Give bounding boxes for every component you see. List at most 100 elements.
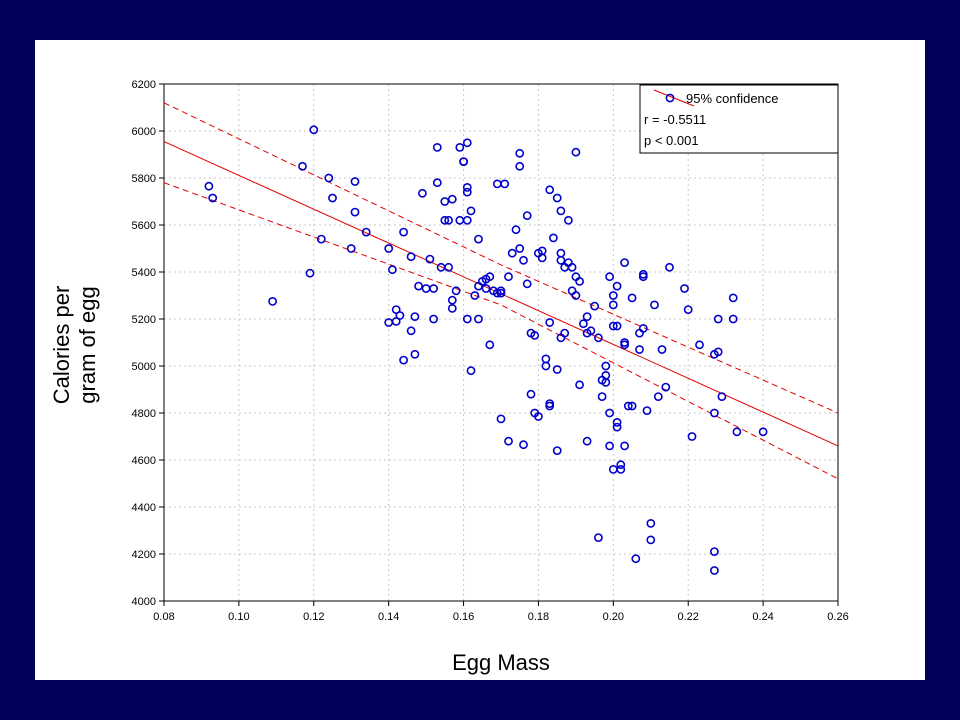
y-tick-label: 5400	[132, 267, 156, 279]
x-tick-label: 0.26	[827, 611, 848, 623]
data-point	[597, 392, 607, 401]
data-point	[515, 161, 525, 171]
data-point	[466, 366, 476, 376]
data-point	[387, 265, 397, 275]
y-tick-label: 4800	[132, 408, 156, 420]
data-point	[620, 340, 629, 350]
data-point	[504, 436, 513, 446]
x-tick-label: 0.18	[528, 611, 549, 623]
data-point	[455, 215, 465, 225]
data-point	[575, 380, 584, 390]
data-point	[552, 365, 562, 374]
data-point	[594, 533, 603, 542]
data-point	[631, 554, 641, 564]
data-point	[417, 188, 427, 198]
y-tick-label: 4600	[132, 455, 156, 467]
data-point	[462, 187, 472, 197]
data-point	[346, 244, 356, 253]
data-point	[713, 314, 723, 324]
data-point	[421, 284, 431, 293]
data-point	[507, 248, 517, 258]
data-point	[612, 321, 622, 331]
data-point	[444, 262, 453, 272]
data-point	[710, 547, 719, 556]
data-point	[556, 255, 566, 265]
data-point	[410, 349, 420, 359]
data-point	[556, 248, 566, 258]
y-tick-label: 5000	[132, 361, 156, 373]
data-point	[410, 312, 420, 321]
data-point	[616, 460, 626, 470]
data-point	[208, 193, 218, 203]
data-point	[556, 206, 566, 216]
scatter-chart: 0.08 0.10 0.12 0.14 0.16 0.18 0.20 0.22 0.24 0.26…	[49, 79, 849, 675]
data-point	[545, 185, 555, 195]
data-point	[268, 296, 277, 306]
data-point	[447, 295, 457, 305]
plot-area	[163, 83, 839, 602]
data-point	[451, 286, 461, 296]
data-point	[638, 323, 648, 333]
data-point	[522, 211, 532, 220]
data-point	[462, 182, 472, 192]
data-point	[492, 179, 502, 189]
data-point	[481, 284, 491, 293]
data-point	[399, 227, 408, 237]
data-point	[537, 253, 547, 263]
data-point	[612, 417, 622, 427]
data-point	[474, 234, 483, 244]
data-point	[324, 173, 334, 183]
data-point	[440, 215, 450, 225]
data-point	[728, 314, 738, 324]
data-point	[500, 179, 510, 189]
data-point	[425, 254, 435, 264]
data-point	[594, 333, 603, 343]
data-point	[717, 392, 727, 401]
data-point	[560, 328, 570, 338]
legend-point-marker	[665, 93, 675, 103]
y-tick-label: 5600	[132, 220, 156, 232]
data-point	[571, 291, 581, 300]
data-point	[661, 382, 671, 392]
data-point	[519, 255, 528, 265]
data-point	[519, 440, 528, 450]
y-axis-ticks: 4000 4200 4400 4600 4800 5000 5200 5400 5600 5800…	[132, 79, 164, 608]
data-point	[564, 215, 573, 225]
data-point	[620, 441, 629, 451]
data-point	[496, 286, 506, 296]
y-axis-title-line-2: gram of egg	[75, 286, 100, 403]
data-point	[608, 291, 618, 300]
data-point	[545, 401, 555, 411]
data-point	[432, 178, 442, 188]
data-point	[732, 427, 742, 437]
x-axis-title: Egg Mass	[452, 650, 550, 675]
x-axis-ticks: 0.08 0.10 0.12 0.14 0.16 0.18 0.20 0.22 0.24 0.26	[153, 601, 849, 623]
data-point	[638, 269, 648, 279]
data-point	[504, 272, 513, 282]
data-point	[515, 148, 525, 158]
data-point	[533, 412, 543, 421]
x-tick-label: 0.12	[303, 611, 324, 623]
data-point	[680, 284, 689, 293]
data-point	[567, 262, 577, 272]
data-point	[612, 422, 622, 432]
data-point	[575, 276, 584, 286]
data-point	[590, 301, 599, 311]
x-tick-label: 0.22	[678, 611, 699, 623]
data-point	[328, 193, 337, 203]
data-point	[541, 354, 551, 364]
data-point	[316, 234, 326, 244]
data-point	[462, 314, 472, 324]
data-point	[466, 206, 476, 216]
y-tick-label: 4000	[132, 596, 156, 608]
data-point	[616, 464, 626, 474]
data-point	[406, 252, 416, 262]
data-point	[627, 293, 637, 303]
data-point	[455, 143, 465, 152]
data-point	[447, 303, 457, 313]
data-point	[710, 408, 719, 418]
data-point	[657, 345, 667, 354]
data-point	[496, 414, 506, 424]
legend-entry-r: r = -0.5511	[644, 112, 706, 127]
data-point	[541, 361, 551, 371]
